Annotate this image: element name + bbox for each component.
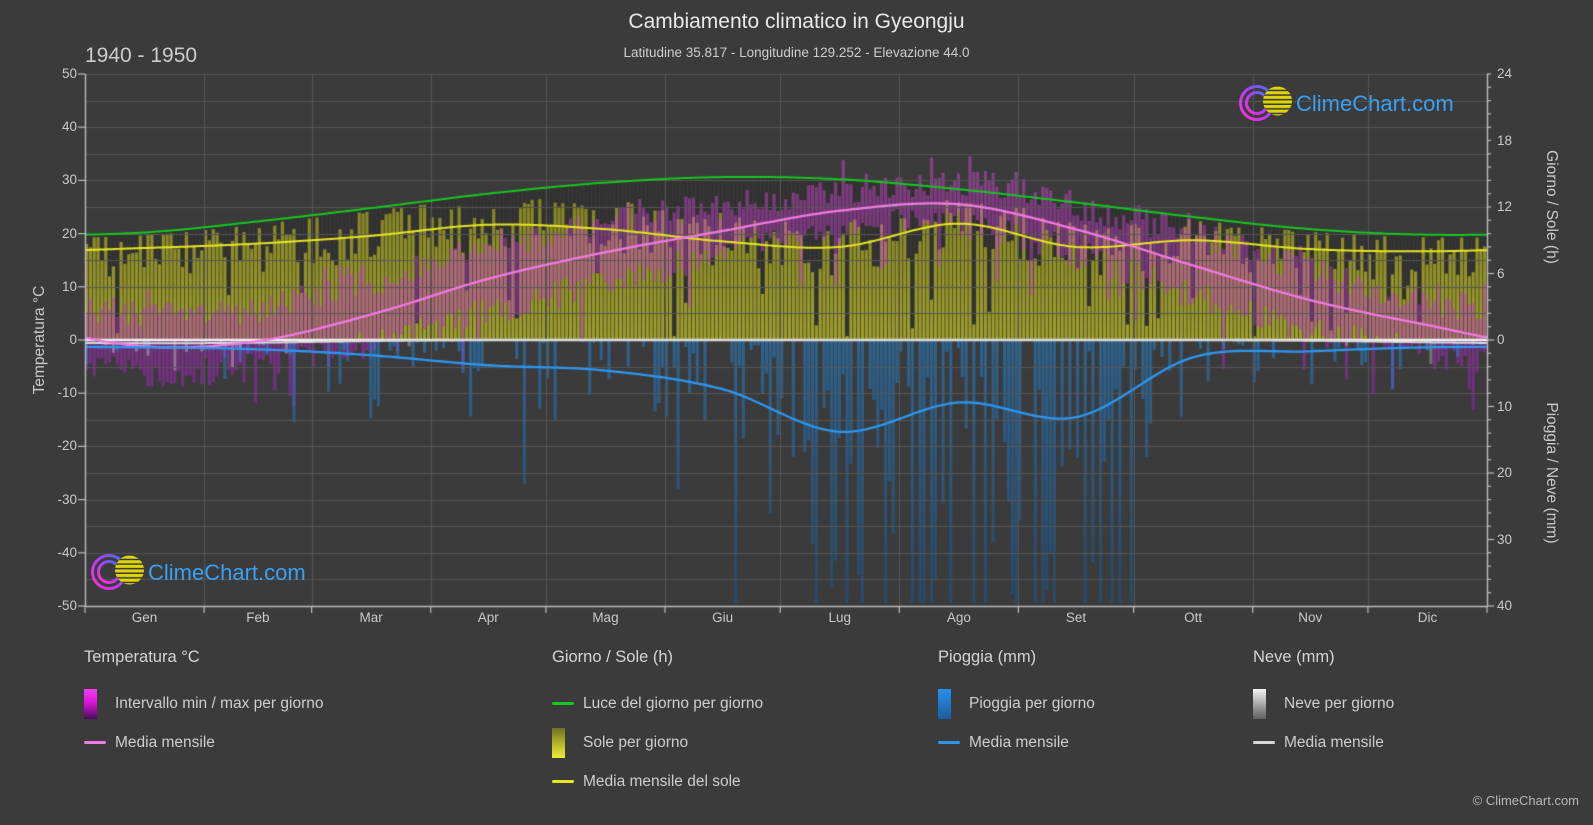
legend-item-label: Sole per giorno bbox=[583, 733, 689, 751]
legend-group-snow: Neve (mm) Neve per giorno Media mensile bbox=[1253, 648, 1394, 762]
temp-tick-label: -40 bbox=[57, 544, 77, 560]
month-label-feb: Feb bbox=[246, 610, 270, 625]
temp-tick-label: 10 bbox=[61, 278, 77, 294]
legend-group-sun: Giorno / Sole (h) Luce del giorno per gi… bbox=[552, 648, 763, 801]
month-label-dic: Dic bbox=[1417, 610, 1438, 625]
precip-tick-label: 10 bbox=[1497, 398, 1513, 414]
month-label-mag: Mag bbox=[592, 610, 619, 625]
legend-item-label: Media mensile del sole bbox=[583, 772, 741, 790]
precip-tick-label: 20 bbox=[1497, 465, 1513, 480]
temp-tick-label: 40 bbox=[61, 119, 77, 135]
temp-tick-label: 30 bbox=[61, 172, 77, 188]
legend-item-label: Neve per giorno bbox=[1284, 694, 1395, 712]
month-label-giu: Giu bbox=[712, 610, 734, 625]
sun-bar-swatch-icon bbox=[552, 727, 565, 758]
legend-item: Media mensile bbox=[1253, 723, 1394, 762]
legend-title-snow: Neve (mm) bbox=[1253, 648, 1335, 666]
logo-text: ClimeChart.com bbox=[148, 560, 306, 585]
page-subtitle: Latitudine 35.817 - Longitudine 129.252 … bbox=[623, 45, 970, 60]
legend-item: Media mensile bbox=[938, 723, 1095, 762]
month-label-mar: Mar bbox=[359, 610, 383, 625]
daylight-line-swatch-icon bbox=[552, 702, 574, 705]
sun-tick-label: 12 bbox=[1497, 199, 1513, 214]
sun-tick-label: 18 bbox=[1497, 132, 1513, 148]
temp-mean-line-swatch-icon bbox=[84, 741, 106, 744]
legend-item-label: Media mensile bbox=[115, 733, 215, 751]
precip-tick-label: 40 bbox=[1497, 598, 1513, 613]
temp-tick-label: 50 bbox=[61, 66, 77, 81]
period-label: 1940 - 1950 bbox=[85, 44, 198, 67]
legend-item: Luce del giorno per giorno bbox=[552, 684, 763, 723]
legend-group-rain: Pioggia (mm) Pioggia per giorno Media me… bbox=[938, 648, 1095, 762]
climechart-logo-bottom-left[interactable]: ClimeChart.com bbox=[88, 551, 338, 593]
temp-tick-label: -50 bbox=[57, 598, 77, 613]
month-label-ott: Ott bbox=[1184, 610, 1203, 625]
temp-tick-label: -30 bbox=[57, 491, 77, 507]
legend-item-label: Media mensile bbox=[969, 733, 1069, 751]
sun-ball-icon bbox=[1263, 86, 1292, 116]
sun-tick-label: 0 bbox=[1497, 332, 1505, 347]
legend-item: Neve per giorno bbox=[1253, 684, 1394, 723]
snow-mean-line-swatch-icon bbox=[1253, 741, 1275, 744]
page-title: Cambiamento climatico in Gyeongju bbox=[628, 10, 965, 33]
snow-bar-swatch-icon bbox=[1253, 688, 1266, 719]
legend-item: Sole per giorno bbox=[552, 723, 763, 762]
month-label-nov: Nov bbox=[1298, 610, 1323, 625]
month-label-set: Set bbox=[1065, 610, 1087, 625]
legend-item-label: Media mensile bbox=[1284, 733, 1384, 751]
legend-item: Pioggia per giorno bbox=[938, 684, 1095, 723]
climechart-logo-icon: ClimeChart.com bbox=[91, 554, 306, 590]
legend-group-temperature: Temperatura °C Intervallo min / max per … bbox=[84, 648, 323, 762]
sun-tick-label: 6 bbox=[1497, 265, 1505, 281]
logo-text: ClimeChart.com bbox=[1296, 91, 1454, 116]
sun-mean-line-swatch-icon bbox=[552, 780, 574, 783]
legend-item-label: Luce del giorno per giorno bbox=[583, 694, 764, 712]
sun-tick-label: 24 bbox=[1497, 66, 1513, 81]
rain-mean-line-swatch-icon bbox=[938, 741, 960, 744]
temp-tick-label: 20 bbox=[61, 225, 77, 241]
climechart-logo-icon: ClimeChart.com bbox=[1239, 85, 1454, 121]
sun-ball-icon bbox=[115, 555, 144, 585]
legend-item-label: Pioggia per giorno bbox=[969, 694, 1095, 712]
rain-bar-swatch-icon bbox=[938, 688, 951, 719]
copyright-text: © ClimeChart.com bbox=[1472, 793, 1579, 808]
legend-title-rain: Pioggia (mm) bbox=[938, 648, 1037, 666]
legend-item: Media mensile bbox=[84, 723, 323, 762]
temp-tick-label: -10 bbox=[57, 385, 77, 401]
month-label-lug: Lug bbox=[828, 610, 852, 625]
temp-range-swatch-icon bbox=[84, 688, 97, 719]
month-label-gen: Gen bbox=[131, 610, 158, 625]
climechart-logo-top-right[interactable]: ClimeChart.com bbox=[1236, 82, 1486, 124]
month-label-ago: Ago bbox=[946, 610, 971, 625]
temp-tick-label: -20 bbox=[57, 438, 77, 454]
legend-item: Intervallo min / max per giorno bbox=[84, 684, 323, 723]
temp-tick-label: 0 bbox=[69, 332, 77, 347]
legend-title-sun: Giorno / Sole (h) bbox=[552, 648, 674, 666]
precip-tick-label: 30 bbox=[1497, 531, 1513, 547]
legend-title-temperature: Temperatura °C bbox=[84, 648, 200, 666]
legend-item-label: Intervallo min / max per giorno bbox=[115, 694, 324, 712]
legend-item: Media mensile del sole bbox=[552, 762, 763, 801]
month-label-apr: Apr bbox=[477, 610, 499, 625]
